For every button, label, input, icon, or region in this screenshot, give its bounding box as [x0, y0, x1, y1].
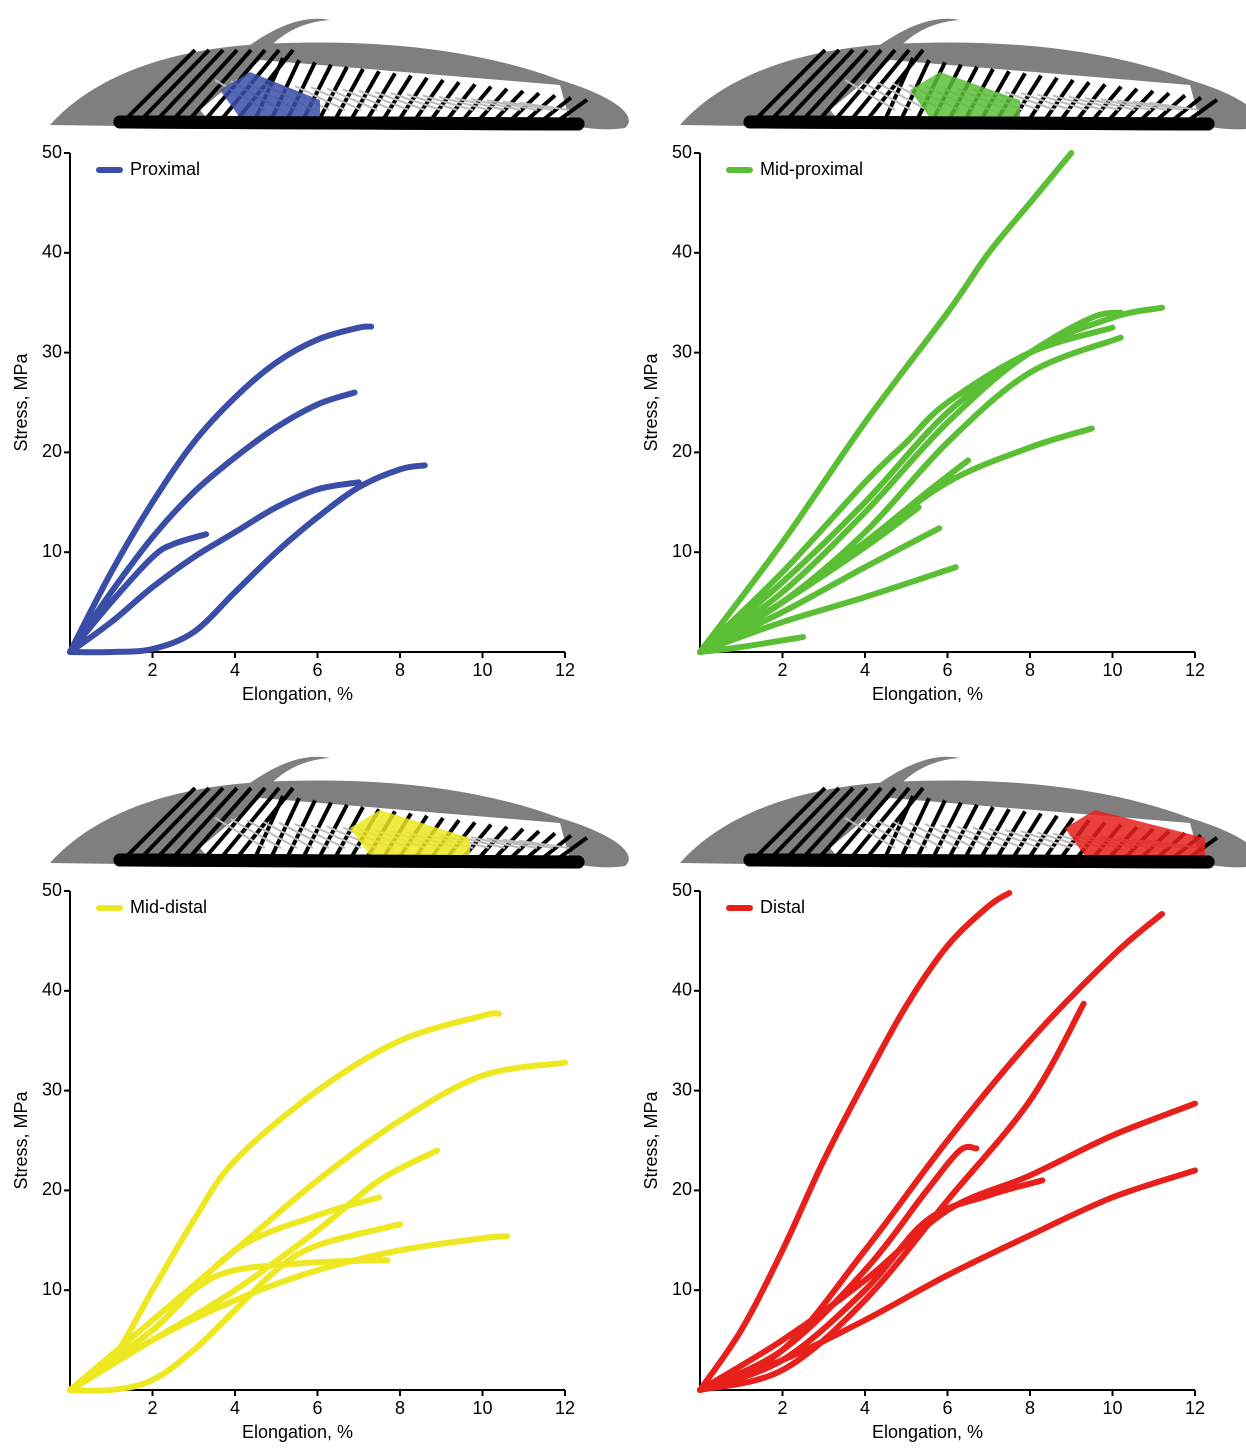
y-tick-label: 20: [672, 441, 692, 461]
curve: [697, 525, 943, 655]
x-tick-label: 8: [1025, 660, 1035, 680]
wing-schematic: [680, 19, 1246, 130]
y-axis-title: Stress, MPa: [11, 1091, 31, 1190]
highlight: [350, 810, 470, 856]
x-tick-label: 6: [942, 660, 952, 680]
y-tick-label: 40: [672, 242, 692, 262]
highlight: [220, 72, 320, 118]
curve: [67, 1221, 403, 1394]
y-tick-label: 10: [42, 541, 62, 561]
curve: [697, 309, 1124, 655]
x-tick-label: 8: [395, 660, 405, 680]
curve: [697, 324, 1116, 655]
wing-schematic: [680, 757, 1246, 868]
y-tick-label: 40: [42, 242, 62, 262]
x-tick-label: 6: [312, 1398, 322, 1418]
curve: [697, 304, 1165, 655]
x-tick-label: 6: [942, 1398, 952, 1418]
y-tick-label: 10: [42, 1279, 62, 1299]
y-tick-label: 20: [42, 441, 62, 461]
x-tick-label: 4: [230, 1398, 240, 1418]
y-tick-label: 50: [672, 880, 692, 900]
panel: 2 4 6 8 10 12 10 20 30 40 50 Elongation, % Stress, M…: [641, 19, 1246, 704]
panel: 2 4 6 8 10 12 10 20 30 40 50 Elongation, % Stress, M…: [641, 757, 1246, 1442]
x-tick-label: 8: [1025, 1398, 1035, 1418]
x-tick-label: 12: [1185, 660, 1205, 680]
x-tick-label: 10: [1102, 660, 1122, 680]
x-tick-label: 12: [555, 1398, 575, 1418]
curve: [697, 564, 959, 655]
curve: [697, 1000, 1087, 1393]
legend-label: Distal: [760, 897, 805, 917]
curve: [67, 323, 375, 655]
y-tick-label: 10: [672, 541, 692, 561]
x-tick-label: 4: [230, 660, 240, 680]
x-tick-label: 4: [860, 1398, 870, 1418]
y-tick-label: 20: [672, 1179, 692, 1199]
y-axis-title: Stress, MPa: [641, 353, 661, 452]
curve: [697, 1100, 1198, 1393]
curve: [697, 889, 1013, 1393]
curve: [67, 1010, 502, 1393]
curve: [67, 389, 358, 655]
curve: [697, 150, 1075, 655]
legend-label: Mid-proximal: [760, 159, 863, 179]
x-tick-label: 10: [472, 1398, 492, 1418]
curve: [67, 1257, 391, 1393]
x-tick-label: 12: [1185, 1398, 1205, 1418]
x-tick-label: 12: [555, 660, 575, 680]
y-axis-title: Stress, MPa: [641, 1091, 661, 1190]
legend-label: Mid-distal: [130, 897, 207, 917]
y-tick-label: 40: [42, 980, 62, 1000]
y-tick-label: 30: [672, 341, 692, 361]
curve: [67, 462, 428, 656]
y-tick-label: 50: [672, 142, 692, 162]
curve: [697, 910, 1165, 1393]
curve: [697, 634, 807, 655]
y-tick-label: 30: [42, 341, 62, 361]
highlight: [1065, 810, 1205, 856]
curve: [67, 531, 210, 655]
curve: [697, 1167, 1198, 1393]
x-tick-label: 6: [312, 660, 322, 680]
highlight: [910, 72, 1020, 118]
x-tick-label: 2: [777, 660, 787, 680]
wing-schematic: [50, 757, 629, 868]
curve: [67, 479, 362, 655]
x-axis-title: Elongation, %: [872, 684, 983, 704]
x-tick-label: 4: [860, 660, 870, 680]
curve: [697, 504, 922, 655]
y-tick-label: 50: [42, 880, 62, 900]
x-tick-label: 2: [147, 660, 157, 680]
x-tick-label: 10: [472, 660, 492, 680]
y-tick-label: 40: [672, 980, 692, 1000]
panel: 2 4 6 8 10 12 10 20 30 40 50 Elongation, % Stress, M…: [11, 19, 629, 704]
x-axis-title: Elongation, %: [242, 684, 353, 704]
curve: [697, 1143, 980, 1393]
panel: 2 4 6 8 10 12 10 20 30 40 50 Elongation, % Stress, M…: [11, 757, 629, 1442]
x-tick-label: 2: [147, 1398, 157, 1418]
curve: [67, 1059, 568, 1393]
x-tick-label: 10: [1102, 1398, 1122, 1418]
y-tick-label: 30: [672, 1079, 692, 1099]
x-tick-label: 8: [395, 1398, 405, 1418]
curve: [67, 1233, 511, 1393]
legend-label: Proximal: [130, 159, 200, 179]
y-tick-label: 20: [42, 1179, 62, 1199]
y-axis-title: Stress, MPa: [11, 353, 31, 452]
y-tick-label: 10: [672, 1279, 692, 1299]
x-tick-label: 2: [777, 1398, 787, 1418]
x-axis-title: Elongation, %: [242, 1422, 353, 1442]
wing-schematic: [50, 19, 629, 130]
x-axis-title: Elongation, %: [872, 1422, 983, 1442]
y-tick-label: 50: [42, 142, 62, 162]
y-tick-label: 30: [42, 1079, 62, 1099]
